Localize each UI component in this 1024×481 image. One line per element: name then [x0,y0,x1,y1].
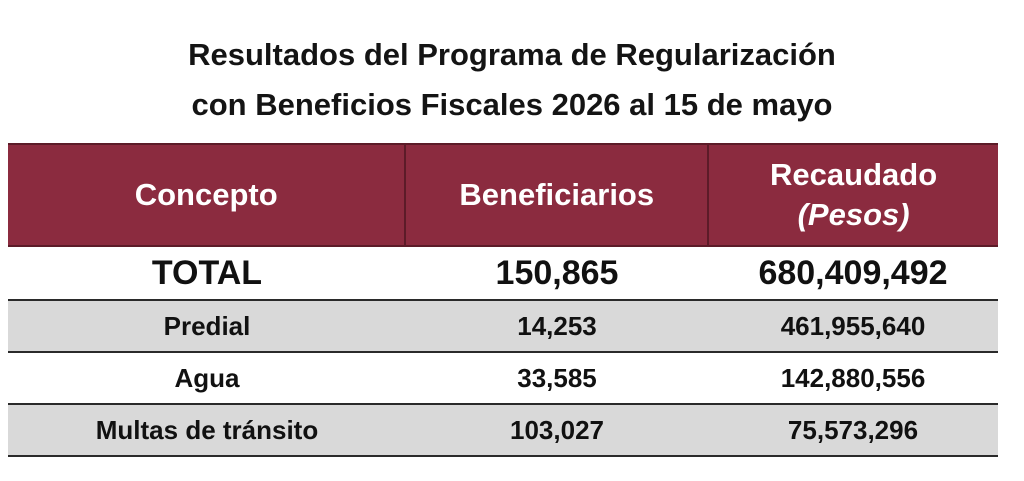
header-recaudado-label: Recaudado [770,157,938,192]
row-recaudado: 75,573,296 [787,414,919,445]
row-beneficiarios: 33,585 [517,362,597,393]
page-title: Resultados del Programa de Regularizació… [0,30,1024,130]
row-concepto: Multas de tránsito [95,414,319,445]
title-line-1: Resultados del Programa de Regularizació… [188,37,836,72]
total-beneficiarios: 150,865 [495,253,619,292]
row-concepto: Predial [163,310,251,341]
row-concepto: Agua [174,362,240,393]
header-concepto: Concepto [8,145,407,245]
row-recaudado: 142,880,556 [780,362,926,393]
header-recaudado-unit: (Pesos) [797,197,910,232]
total-concepto: TOTAL [151,253,263,292]
table-row: Multas de tránsito 103,027 75,573,296 [8,405,998,457]
row-beneficiarios: 103,027 [510,414,604,445]
row-beneficiarios: 14,253 [517,310,597,341]
results-table: Concepto Beneficiarios Recaudado (Pesos)… [8,143,998,457]
title-line-2: con Beneficios Fiscales 2026 al 15 de ma… [191,87,833,122]
header-beneficiarios-label: Beneficiarios [459,177,655,212]
row-recaudado: 461,955,640 [780,310,926,341]
total-recaudado: 680,409,492 [758,253,948,292]
header-beneficiarios: Beneficiarios [406,145,710,245]
table-row: Agua 33,585 142,880,556 [8,353,998,405]
header-recaudado: Recaudado (Pesos) [709,145,998,245]
total-row: TOTAL 150,865 680,409,492 [8,247,998,301]
header-concepto-label: Concepto [134,177,278,212]
table-row: Predial 14,253 461,955,640 [8,301,998,353]
table-header: Concepto Beneficiarios Recaudado (Pesos) [8,143,998,247]
